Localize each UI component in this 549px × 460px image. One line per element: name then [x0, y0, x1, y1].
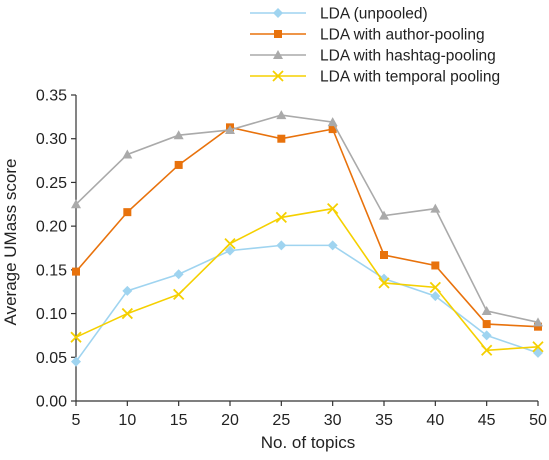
legend-marker — [274, 30, 282, 38]
data-point — [277, 134, 286, 143]
x-tick-label: 45 — [478, 412, 496, 429]
data-point — [430, 291, 441, 302]
series-line — [75, 126, 539, 328]
y-tick-label: 0.00 — [36, 394, 67, 411]
data-point — [327, 117, 338, 127]
series-1 — [72, 123, 542, 331]
data-point-stroke — [429, 281, 441, 293]
data-point — [225, 245, 235, 256]
y-tick-label: 0.25 — [36, 175, 67, 192]
data-point — [71, 199, 81, 209]
data-point — [328, 125, 337, 134]
x-tick-label: 35 — [375, 412, 393, 429]
legend-marker — [273, 8, 283, 18]
legend-label: LDA with temporal pooling — [320, 69, 500, 86]
data-point — [225, 124, 235, 134]
data-point-stroke — [70, 331, 82, 343]
data-point — [378, 277, 390, 289]
data-point — [71, 356, 81, 367]
legend: LDA (unpooled) LDA with author-pooling LDA… — [250, 6, 500, 86]
legend-item: LDA with temporal pooling — [250, 69, 500, 86]
data-point — [70, 331, 82, 343]
data-point — [276, 110, 287, 120]
data-point — [123, 208, 132, 217]
x-axis-title: No. of topics — [261, 433, 356, 452]
data-point — [122, 149, 133, 159]
series-layer — [70, 110, 544, 367]
data-point-stroke — [121, 307, 133, 320]
legend-marker — [272, 70, 284, 82]
data-point — [327, 240, 338, 251]
legend-item: LDA with hashtag-pooling — [250, 48, 496, 65]
data-point — [481, 330, 492, 341]
series-2 — [71, 110, 543, 327]
y-tick-label: 0.30 — [36, 131, 67, 148]
data-point — [122, 285, 133, 296]
legend-label: LDA with hashtag-pooling — [320, 48, 496, 65]
y-tick-label: 0.15 — [36, 262, 67, 279]
legend-item: LDA with author-pooling — [250, 27, 485, 44]
data-point — [429, 281, 441, 293]
y-tick-label: 0.35 — [36, 88, 67, 105]
x-tick-label: 50 — [529, 412, 547, 429]
data-point — [379, 210, 389, 220]
data-point-stroke — [275, 211, 287, 224]
data-point-stroke — [378, 277, 390, 289]
legend-marker — [273, 50, 283, 59]
legend-item: LDA (unpooled) — [250, 6, 428, 23]
series-0 — [71, 240, 543, 367]
data-point — [482, 320, 491, 329]
data-point — [534, 322, 542, 331]
data-point — [481, 305, 492, 315]
data-point — [173, 130, 184, 140]
data-point — [481, 344, 493, 356]
legend-label: LDA (unpooled) — [320, 6, 428, 23]
x-tick-label: 40 — [426, 412, 444, 429]
y-tick-label: 0.10 — [36, 306, 67, 323]
x-tick-label: 5 — [72, 412, 81, 429]
x-tick-label: 20 — [221, 412, 239, 429]
data-point-stroke — [532, 341, 544, 353]
y-tick-label: 0.05 — [36, 350, 67, 367]
data-point — [173, 269, 184, 280]
axes: 0.00 0.05 0.10 0.15 0.20 0.25 0.30 0.35 5 10 15 20 2… — [36, 88, 547, 430]
x-tick-label: 15 — [170, 412, 188, 429]
data-point — [327, 203, 339, 215]
data-point — [72, 267, 80, 276]
data-point-stroke — [173, 288, 185, 300]
data-point-stroke — [327, 203, 339, 215]
legend-label: LDA with author-pooling — [320, 27, 485, 44]
data-point — [533, 317, 543, 327]
x-tick-label: 25 — [272, 412, 290, 429]
data-point — [174, 160, 183, 169]
series-line — [75, 114, 539, 324]
legend-marker-stroke — [272, 70, 284, 82]
data-point-stroke — [481, 344, 493, 356]
data-point — [173, 288, 185, 300]
data-point — [121, 307, 133, 320]
data-point — [276, 240, 287, 251]
x-tick-label: 30 — [324, 412, 342, 429]
y-axis-title: Average UMass score — [1, 159, 20, 326]
series-line — [75, 244, 539, 363]
data-point — [275, 211, 287, 224]
data-point — [431, 261, 440, 270]
data-point — [224, 237, 236, 250]
series-line — [75, 207, 539, 352]
data-point — [430, 203, 441, 213]
data-point-stroke — [224, 237, 236, 250]
y-tick-label: 0.20 — [36, 219, 67, 236]
data-point — [532, 341, 544, 353]
data-point — [380, 250, 388, 259]
x-tick-label: 10 — [118, 412, 136, 429]
series-3 — [70, 203, 544, 356]
